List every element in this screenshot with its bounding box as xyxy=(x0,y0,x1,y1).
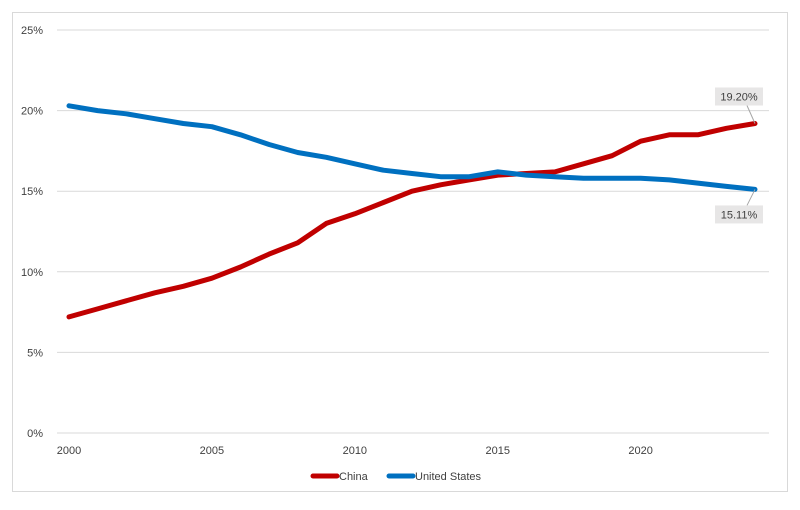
x-tick-label: 2005 xyxy=(200,445,224,457)
legend-label: United States xyxy=(415,471,482,483)
x-tick-label: 2020 xyxy=(628,445,652,457)
x-tick-label: 2010 xyxy=(343,445,367,457)
series-line-united-states xyxy=(66,103,758,192)
grid-layer xyxy=(57,29,769,434)
y-tick-label: 0% xyxy=(27,428,43,440)
callout-box xyxy=(715,205,763,224)
x-tick-label: 2000 xyxy=(57,445,81,457)
chart-frame: 0% 5% 10% 15% 20% 25% 2000 2005 2010 2015 2020 19… xyxy=(12,12,788,492)
y-tick-label: 20% xyxy=(21,106,43,118)
x-axis-ticks: 2000 2005 2010 2015 2020 xyxy=(57,445,653,457)
legend-label: China xyxy=(339,471,369,483)
annotation-layer: 19.20% 15.11% xyxy=(715,87,763,224)
y-tick-label: 25% xyxy=(21,25,43,37)
y-axis-ticks: 0% 5% 10% 15% 20% 25% xyxy=(21,25,43,440)
data-label: 19.20% xyxy=(720,91,758,103)
y-tick-label: 5% xyxy=(27,347,43,359)
x-tick-label: 2015 xyxy=(486,445,510,457)
data-label: 15.11% xyxy=(721,209,758,221)
legend: China United States xyxy=(310,471,482,483)
series-line-china xyxy=(66,121,758,320)
series-layer xyxy=(66,103,758,320)
line-chart: 0% 5% 10% 15% 20% 25% 2000 2005 2010 2015 2020 19… xyxy=(21,25,769,483)
y-tick-label: 15% xyxy=(21,186,43,198)
y-tick-label: 10% xyxy=(21,267,43,279)
callout-leader xyxy=(746,189,756,206)
callout-leader xyxy=(746,105,756,124)
callout-box xyxy=(715,87,763,106)
